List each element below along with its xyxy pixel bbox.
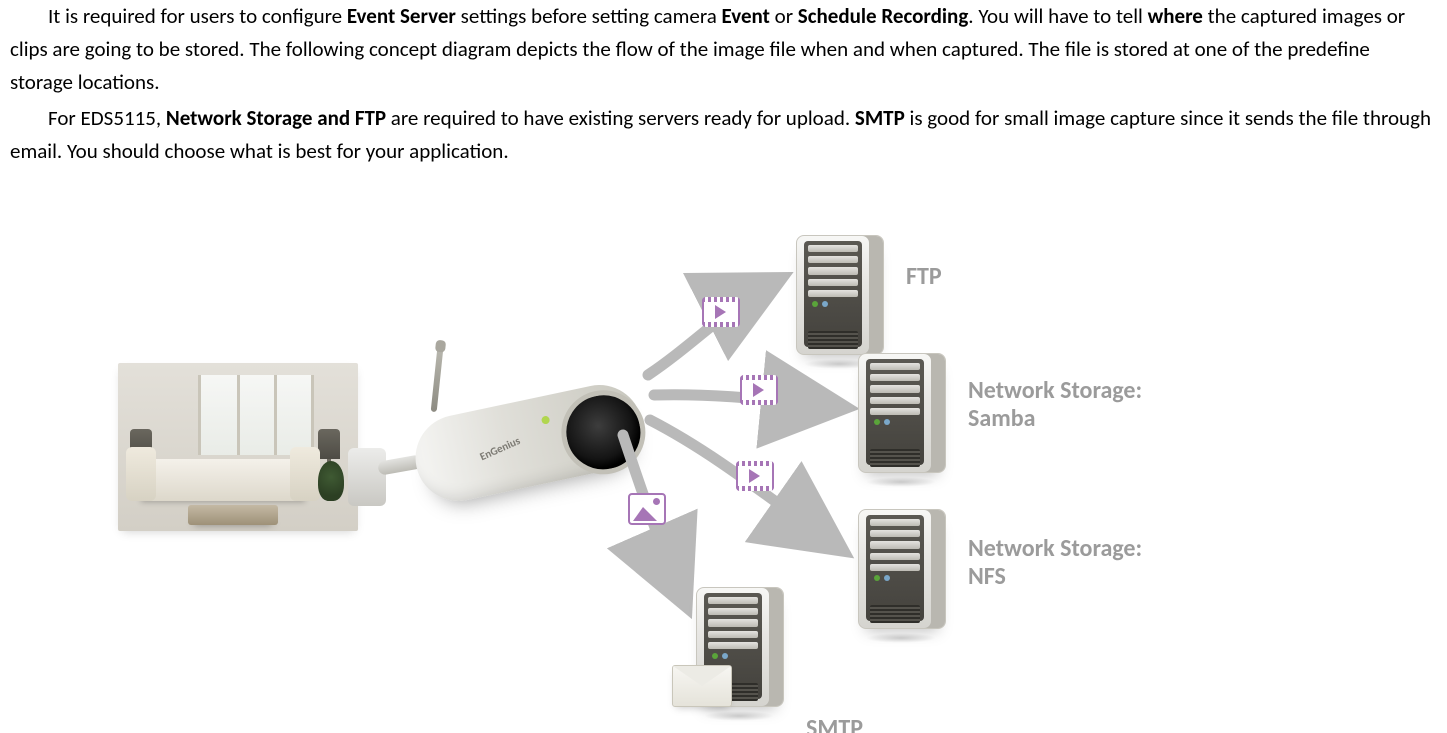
p1-text: It is required for users to configure bbox=[48, 3, 347, 29]
video-clip-icon bbox=[736, 461, 774, 491]
p1-bold-event-server: Event Server bbox=[347, 3, 456, 29]
p2-text: For EDS5115, bbox=[48, 105, 166, 131]
server-label-smtp: SMTP bbox=[806, 715, 863, 733]
concept-diagram: EnGenius FTPNetwork Storage: SambaNetwor… bbox=[118, 225, 1218, 725]
p2-text: are required to have existing servers re… bbox=[386, 105, 855, 131]
flow-arrows bbox=[118, 225, 1218, 733]
envelope-icon bbox=[672, 665, 732, 707]
video-clip-icon bbox=[740, 375, 778, 405]
p1-bold-schedule-recording: Schedule Recording bbox=[798, 3, 969, 29]
p1-bold-where: where bbox=[1148, 3, 1203, 29]
p2-bold-smtp: SMTP bbox=[855, 105, 905, 131]
server-label-nfs: Network Storage: NFS bbox=[968, 535, 1142, 590]
server-icon-ftp bbox=[796, 235, 882, 363]
server-icon-samba bbox=[858, 353, 944, 481]
server-icon-nfs bbox=[858, 509, 944, 637]
video-clip-icon bbox=[702, 297, 740, 327]
p1-text: settings before setting camera bbox=[456, 3, 722, 29]
document-page: It is required for users to configure Ev… bbox=[0, 0, 1447, 733]
p1-text: or bbox=[770, 3, 798, 29]
paragraph-2: For EDS5115, Network Storage and FTP are… bbox=[0, 102, 1447, 168]
image-file-icon bbox=[628, 493, 666, 525]
p1-bold-event: Event bbox=[722, 3, 770, 29]
p1-text: . You will have to tell bbox=[968, 3, 1147, 29]
paragraph-1: It is required for users to configure Ev… bbox=[0, 0, 1447, 100]
p2-bold-network-storage-ftp: Network Storage and FTP bbox=[166, 105, 386, 131]
server-label-samba: Network Storage: Samba bbox=[968, 377, 1142, 432]
server-label-ftp: FTP bbox=[906, 263, 942, 291]
flow-arrow bbox=[648, 281, 776, 375]
